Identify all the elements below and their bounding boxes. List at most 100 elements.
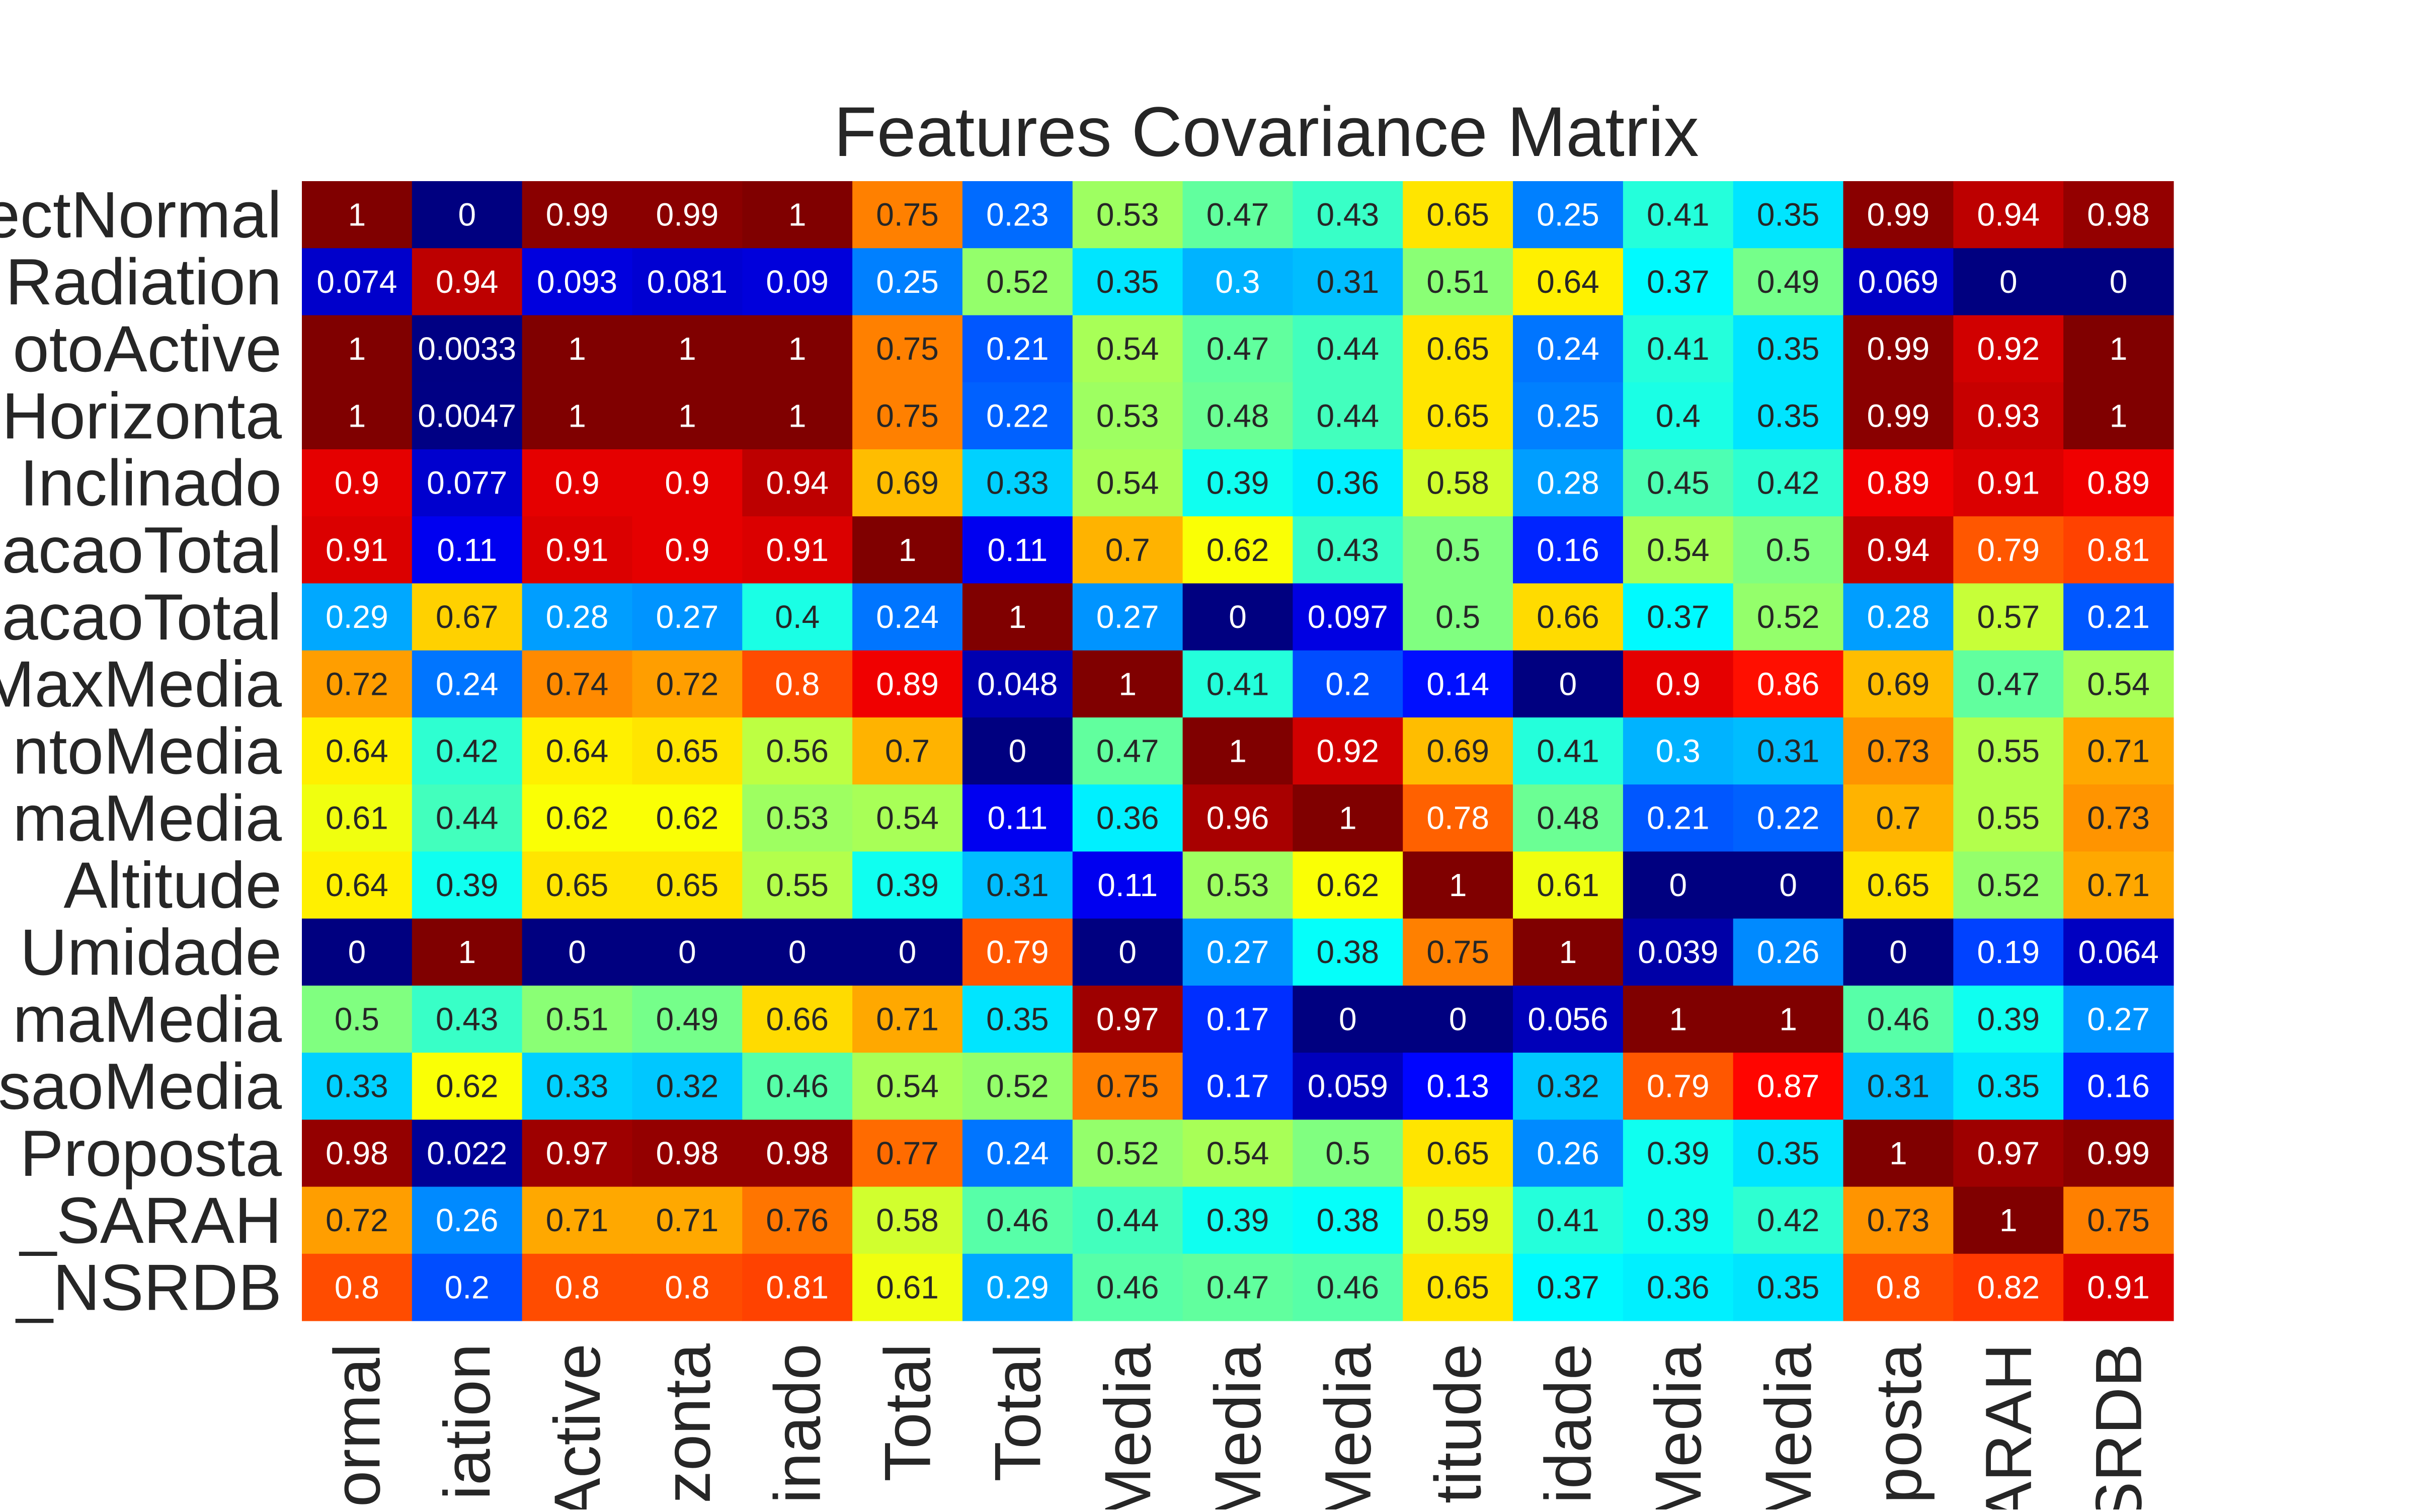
cell-value-label: 0.27 bbox=[1206, 934, 1269, 970]
cell-value-label: 0.39 bbox=[1647, 1202, 1710, 1238]
heatmap-cell bbox=[522, 784, 633, 852]
cell-value-label: 0.093 bbox=[537, 264, 617, 300]
cell-value-label: 1 bbox=[458, 934, 476, 970]
cell-value-label: 0.33 bbox=[326, 1068, 388, 1104]
heatmap-cell bbox=[2063, 985, 2174, 1053]
cell-value-label: 1 bbox=[2110, 397, 2128, 434]
heatmap-cell bbox=[962, 918, 1073, 986]
heatmap-cell bbox=[1293, 248, 1403, 316]
heatmap-cell bbox=[2063, 315, 2174, 383]
heatmap-cell bbox=[412, 1120, 523, 1187]
cell-value-label: 0.64 bbox=[1537, 264, 1599, 300]
cell-value-label: 0.39 bbox=[1206, 465, 1269, 501]
cell-value-label: 0.62 bbox=[656, 800, 719, 836]
cell-value-label: 1 bbox=[788, 197, 807, 233]
heatmap-cell bbox=[1733, 516, 1844, 584]
heatmap-cell bbox=[742, 650, 853, 718]
cell-value-label: 0.65 bbox=[656, 733, 719, 769]
heatmap-cell bbox=[1733, 784, 1844, 852]
heatmap-cell bbox=[412, 248, 523, 316]
heatmap-cell bbox=[302, 650, 413, 718]
heatmap-cell bbox=[412, 583, 523, 651]
heatmap-cell bbox=[1953, 449, 2064, 517]
heatmap-cell bbox=[1513, 1120, 1624, 1187]
heatmap-cell bbox=[1843, 516, 1954, 584]
heatmap-cell bbox=[962, 449, 1073, 517]
cell-value-label: 0.58 bbox=[1426, 465, 1489, 501]
heatmap-cell bbox=[1403, 1053, 1513, 1120]
chart-title: Features Covariance Matrix bbox=[834, 92, 1699, 171]
cell-value-label: 0.48 bbox=[1206, 397, 1269, 434]
cell-value-label: 0.46 bbox=[1867, 1001, 1930, 1037]
cell-value-label: 0.72 bbox=[326, 666, 388, 702]
cell-value-label: 0.49 bbox=[656, 1001, 719, 1037]
cell-value-label: 0.35 bbox=[1757, 397, 1820, 434]
cell-value-label: 1 bbox=[348, 397, 366, 434]
heatmap-cell bbox=[852, 650, 963, 718]
heatmap-cell bbox=[852, 1120, 963, 1187]
heatmap-cell bbox=[1403, 1120, 1513, 1187]
heatmap-cell bbox=[2063, 382, 2174, 450]
cell-value-label: 0.47 bbox=[1206, 1269, 1269, 1305]
cell-value-label: 0.17 bbox=[1206, 1001, 1269, 1037]
cell-value-label: 0.55 bbox=[1977, 800, 2040, 836]
heatmap-cell bbox=[852, 382, 963, 450]
cell-value-label: 0.73 bbox=[1867, 1202, 1930, 1238]
heatmap-cell bbox=[632, 985, 743, 1053]
heatmap-cell bbox=[632, 583, 743, 651]
cell-value-label: 0.53 bbox=[1206, 867, 1269, 903]
heatmap-cell bbox=[1293, 918, 1403, 986]
cell-value-label: 0.73 bbox=[2087, 800, 2150, 836]
heatmap-cell bbox=[1293, 1253, 1403, 1321]
cell-value-label: 0.65 bbox=[1867, 867, 1930, 903]
cell-value-label: 0.46 bbox=[766, 1068, 829, 1104]
heatmap-cell bbox=[852, 851, 963, 919]
cell-value-label: 0.73 bbox=[1867, 733, 1930, 769]
heatmap-cell bbox=[1953, 382, 2064, 450]
heatmap-cell bbox=[1403, 583, 1513, 651]
heatmap-cell bbox=[852, 181, 963, 249]
column-label: Media bbox=[1201, 1343, 1274, 1509]
heatmap-cell bbox=[1953, 181, 2064, 249]
cell-value-label: 0.24 bbox=[876, 599, 939, 635]
column-label: SRDB bbox=[2082, 1343, 2155, 1509]
cell-value-label: 0.97 bbox=[546, 1135, 609, 1171]
heatmap-cell bbox=[302, 449, 413, 517]
cell-value-label: 0.41 bbox=[1537, 733, 1599, 769]
heatmap-cell bbox=[1293, 1120, 1403, 1187]
cell-value-label: 1 bbox=[1118, 666, 1137, 702]
cell-value-label: 0.54 bbox=[1206, 1135, 1269, 1171]
heatmap-cell bbox=[302, 181, 413, 249]
heatmap-cell bbox=[1293, 1186, 1403, 1254]
cell-value-label: 0.13 bbox=[1426, 1068, 1489, 1104]
column-label: inado bbox=[761, 1343, 834, 1503]
heatmap-cell bbox=[742, 1120, 853, 1187]
column-label: iation bbox=[430, 1343, 504, 1500]
cell-value-label: 0.31 bbox=[1317, 264, 1380, 300]
cell-value-label: 0.89 bbox=[2087, 465, 2150, 501]
heatmap-cell bbox=[412, 516, 523, 584]
cell-value-label: 0.75 bbox=[876, 331, 939, 367]
cell-value-label: 0.65 bbox=[1426, 1135, 1489, 1171]
cell-value-label: 0.42 bbox=[436, 733, 499, 769]
cell-value-label: 0.43 bbox=[436, 1001, 499, 1037]
row-label: otoActive bbox=[13, 312, 282, 385]
heatmap-cell bbox=[852, 516, 963, 584]
heatmap-cell bbox=[1843, 248, 1954, 316]
cell-value-label: 0.99 bbox=[1867, 397, 1930, 434]
heatmap-cell bbox=[1953, 1186, 2064, 1254]
cell-value-label: 0.74 bbox=[546, 666, 609, 702]
heatmap-cell bbox=[1733, 1253, 1844, 1321]
heatmap-cell bbox=[1513, 516, 1624, 584]
row-label: _NSRDB bbox=[16, 1250, 282, 1324]
cell-value-label: 0.61 bbox=[876, 1269, 939, 1305]
cell-value-label: 0.5 bbox=[1325, 1135, 1370, 1171]
cell-value-label: 0.71 bbox=[546, 1202, 609, 1238]
heatmap-cell bbox=[1513, 181, 1624, 249]
row-label: maMedia bbox=[13, 781, 282, 855]
heatmap-cell bbox=[1513, 650, 1624, 718]
heatmap-cell bbox=[1293, 181, 1403, 249]
heatmap-cell bbox=[1623, 1253, 1734, 1321]
heatmap-cell bbox=[1072, 449, 1183, 517]
